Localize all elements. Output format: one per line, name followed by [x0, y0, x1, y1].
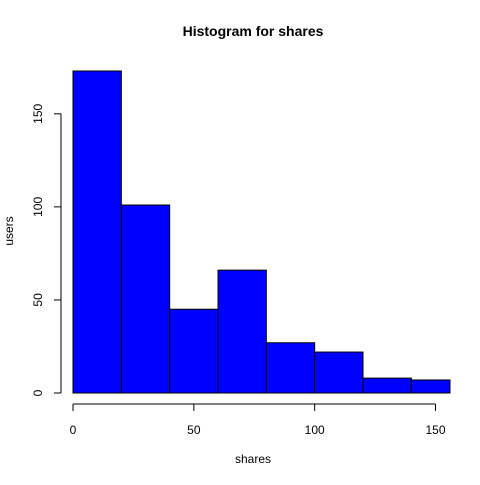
histogram-bar-6	[362, 377, 412, 394]
histogram-bar-7	[410, 379, 451, 394]
bars-group	[72, 70, 451, 394]
x-axis-label: shares	[235, 452, 271, 466]
chart-title: Histogram for shares	[183, 23, 324, 39]
x-tick-label-3: 150	[425, 423, 445, 437]
x-tick-label-0: 0	[70, 423, 77, 437]
y-axis-label: users	[2, 216, 16, 245]
histogram-bar-4	[265, 342, 316, 394]
histogram-bar-3	[217, 269, 267, 394]
y-axis: 0 50 100 150	[31, 103, 62, 396]
y-tick-label-1: 50	[31, 293, 45, 307]
x-tick-label-2: 100	[305, 423, 325, 437]
histogram-bar-0	[72, 70, 122, 394]
histogram-bar-2	[169, 308, 219, 394]
histogram-bar-5	[314, 351, 364, 394]
x-tick-label-1: 50	[187, 423, 201, 437]
y-tick-label-0: 0	[31, 389, 45, 396]
histogram-bar-1	[120, 204, 171, 394]
y-tick-label-2: 100	[31, 197, 45, 217]
y-tick-label-3: 150	[31, 103, 45, 123]
x-axis: 0 50 100 150	[70, 403, 446, 437]
